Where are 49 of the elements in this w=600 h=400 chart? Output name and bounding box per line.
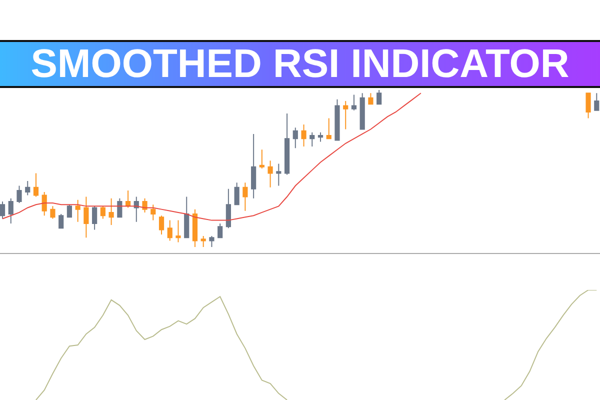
candlestick xyxy=(25,180,30,196)
candlestick xyxy=(310,132,315,148)
candlestick xyxy=(242,182,248,212)
candlestick xyxy=(292,127,298,149)
candlestick xyxy=(158,215,164,235)
candlestick xyxy=(368,92,374,105)
candlestick xyxy=(259,149,264,169)
candlestick xyxy=(226,188,231,229)
chart-title: SMOOTHED RSI INDICATOR xyxy=(0,40,600,88)
candlestick xyxy=(586,92,591,119)
candlestick xyxy=(334,98,340,141)
candlestick xyxy=(167,220,172,242)
candlestick xyxy=(75,199,80,222)
candlestick xyxy=(58,214,64,229)
candlestick xyxy=(251,133,256,199)
candlestick xyxy=(284,113,290,176)
candlestick xyxy=(33,172,39,198)
candlestick xyxy=(134,196,139,222)
candlestick xyxy=(184,196,190,238)
candlestick xyxy=(108,198,114,226)
candlestick xyxy=(218,222,223,238)
candlestick xyxy=(200,236,206,247)
candlestick xyxy=(66,204,72,218)
candlestick xyxy=(84,196,89,238)
candlestick xyxy=(117,198,122,218)
candlestick xyxy=(92,206,98,230)
candlestick xyxy=(343,100,348,130)
candlestick xyxy=(268,160,273,188)
candlestick xyxy=(301,124,306,148)
candlestick xyxy=(0,200,6,220)
candlestick xyxy=(318,132,324,142)
candlestick xyxy=(326,118,332,140)
candlestick xyxy=(125,190,131,208)
candlestick xyxy=(234,182,240,206)
candlestick xyxy=(192,208,198,247)
candlestick xyxy=(351,94,357,111)
candlestick xyxy=(42,192,47,216)
candlestick xyxy=(276,163,282,186)
candlestick xyxy=(142,198,148,213)
candlestick xyxy=(150,204,156,221)
candlestick xyxy=(176,220,181,243)
candlestick xyxy=(100,206,106,220)
candlestick xyxy=(8,198,14,224)
candlestick xyxy=(376,90,382,105)
candlestick xyxy=(16,185,22,204)
candlestick xyxy=(594,92,600,111)
candlestick xyxy=(209,236,214,247)
candlestick xyxy=(50,206,56,220)
candlestick xyxy=(360,92,365,130)
